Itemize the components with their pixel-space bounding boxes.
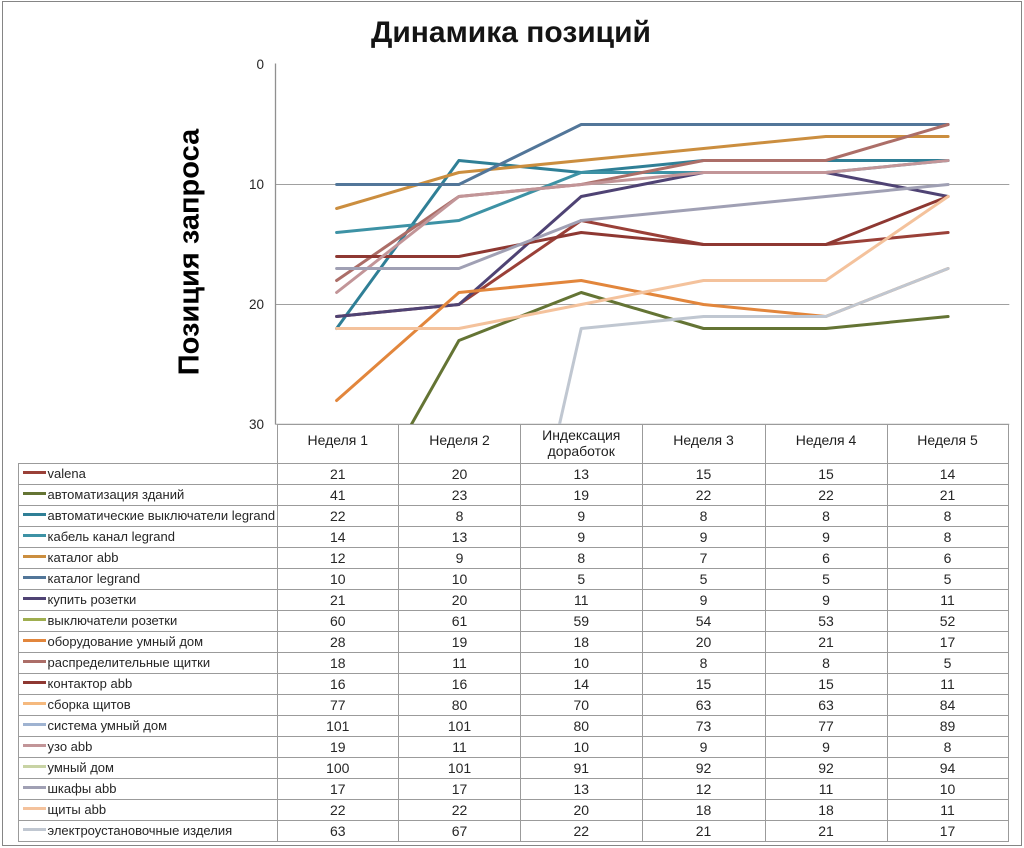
svg-text:10: 10 bbox=[249, 177, 264, 192]
svg-text:0: 0 bbox=[256, 57, 264, 72]
svg-text:20: 20 bbox=[249, 297, 264, 312]
